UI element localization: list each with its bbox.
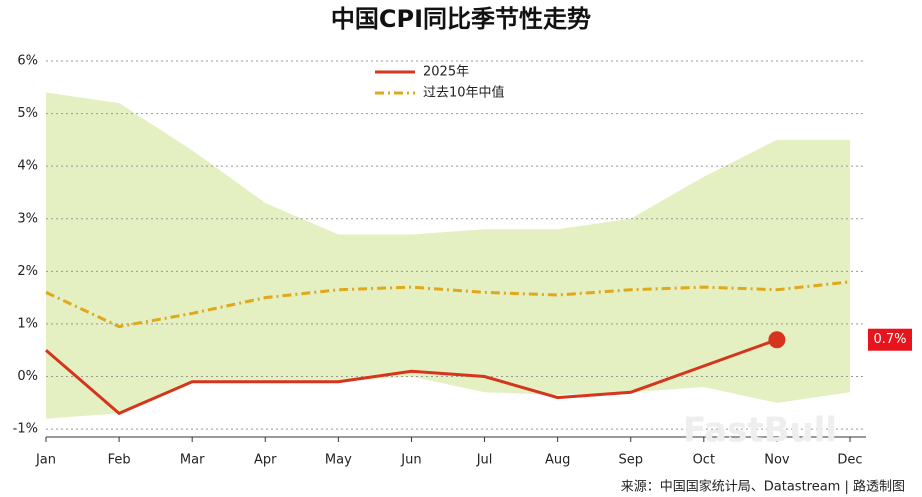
y-tick-label: 4% [17,159,38,174]
x-tick-label: Jan [35,453,56,468]
x-tick-label: Jun [400,453,421,468]
y-tick-label: 6% [17,54,38,69]
source-note: 来源：中国国家统计局、Datastream | 路透制图 [621,479,905,495]
y-tick-label: -1% [13,422,38,437]
x-tick-label: Aug [545,453,570,468]
value-label: 0.7% [873,332,906,347]
x-tick-label: Sep [618,453,643,468]
legend-label: 2025年 [423,65,469,80]
x-tick-label: Apr [254,453,277,468]
end-marker [768,331,786,349]
y-tick-label: 0% [17,369,38,384]
x-tick-label: Mar [180,453,205,468]
x-tick-label: Oct [693,453,715,468]
legend-label: 过去10年中值 [423,85,505,101]
series-line [45,280,851,329]
x-tick-label: May [325,453,352,468]
y-tick-label: 2% [17,264,38,279]
x-tick-label: Feb [108,453,131,468]
x-tick-label: Nov [764,453,790,468]
value-label-bg [868,328,912,351]
y-tick-label: 5% [17,106,38,121]
x-tick-label: Jul [476,453,493,468]
chart-title: 中国CPI同比季节性走势 [331,5,591,33]
range-band [46,92,850,419]
series-line [45,338,778,416]
y-tick-label: 1% [17,316,38,331]
y-tick-label: 3% [17,211,38,226]
watermark: FastBull [683,411,837,451]
x-tick-label: Dec [837,453,862,468]
